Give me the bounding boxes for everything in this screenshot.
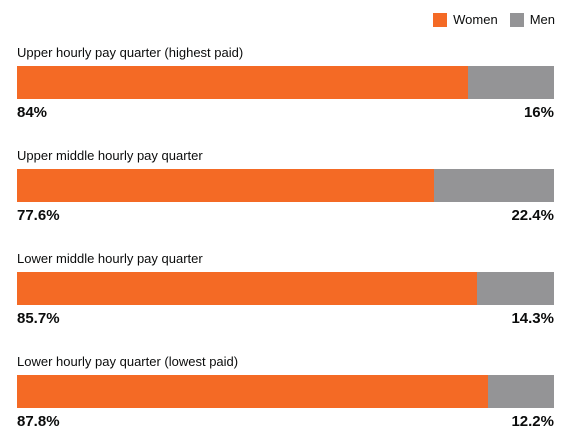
bar-segment-men (433, 169, 554, 202)
legend-swatch-men (509, 12, 524, 27)
legend-label-men: Men (529, 12, 555, 27)
quarter-label: Upper middle hourly pay quarter (17, 148, 203, 163)
value-label-women: 77.6% (17, 207, 60, 224)
value-label-men: 14.3% (511, 310, 554, 327)
bar-segment-men (468, 66, 554, 99)
legend: Women Men (421, 12, 555, 27)
value-label-women: 85.7% (17, 310, 60, 327)
quarter-group: Upper middle hourly pay quarter 77.6% 22… (17, 148, 554, 227)
quarter-label: Lower middle hourly pay quarter (17, 251, 203, 266)
bar-segment-women (17, 272, 478, 305)
value-label-men: 16% (523, 104, 554, 121)
value-label-men: 22.4% (511, 207, 554, 224)
quarter-label: Lower hourly pay quarter (lowest paid) (17, 354, 239, 369)
quarter-group: Lower hourly pay quarter (lowest paid) 8… (17, 354, 554, 433)
value-labels: 84% 16% (17, 104, 554, 124)
stacked-bar (17, 169, 554, 202)
bar-segment-men (488, 375, 554, 408)
legend-swatch-women (433, 12, 448, 27)
bar-segment-women (17, 169, 434, 202)
bar-segment-women (17, 375, 489, 408)
value-label-women: 87.8% (17, 413, 60, 430)
value-label-women: 84% (17, 104, 48, 121)
value-labels: 85.7% 14.3% (17, 310, 554, 330)
quarter-group: Upper hourly pay quarter (highest paid) … (17, 45, 554, 124)
value-labels: 87.8% 12.2% (17, 413, 554, 433)
quarter-group: Lower middle hourly pay quarter 85.7% 14… (17, 251, 554, 330)
legend-item-men: Men (509, 12, 555, 27)
stacked-bar (17, 375, 554, 408)
legend-item-women: Women (433, 12, 498, 27)
value-labels: 77.6% 22.4% (17, 207, 554, 227)
value-label-men: 12.2% (511, 413, 554, 430)
quarter-label: Upper hourly pay quarter (highest paid) (17, 45, 244, 60)
bar-segment-men (477, 272, 554, 305)
stacked-bar (17, 272, 554, 305)
legend-label-women: Women (453, 12, 498, 27)
bar-segment-women (17, 66, 469, 99)
stacked-bar (17, 66, 554, 99)
